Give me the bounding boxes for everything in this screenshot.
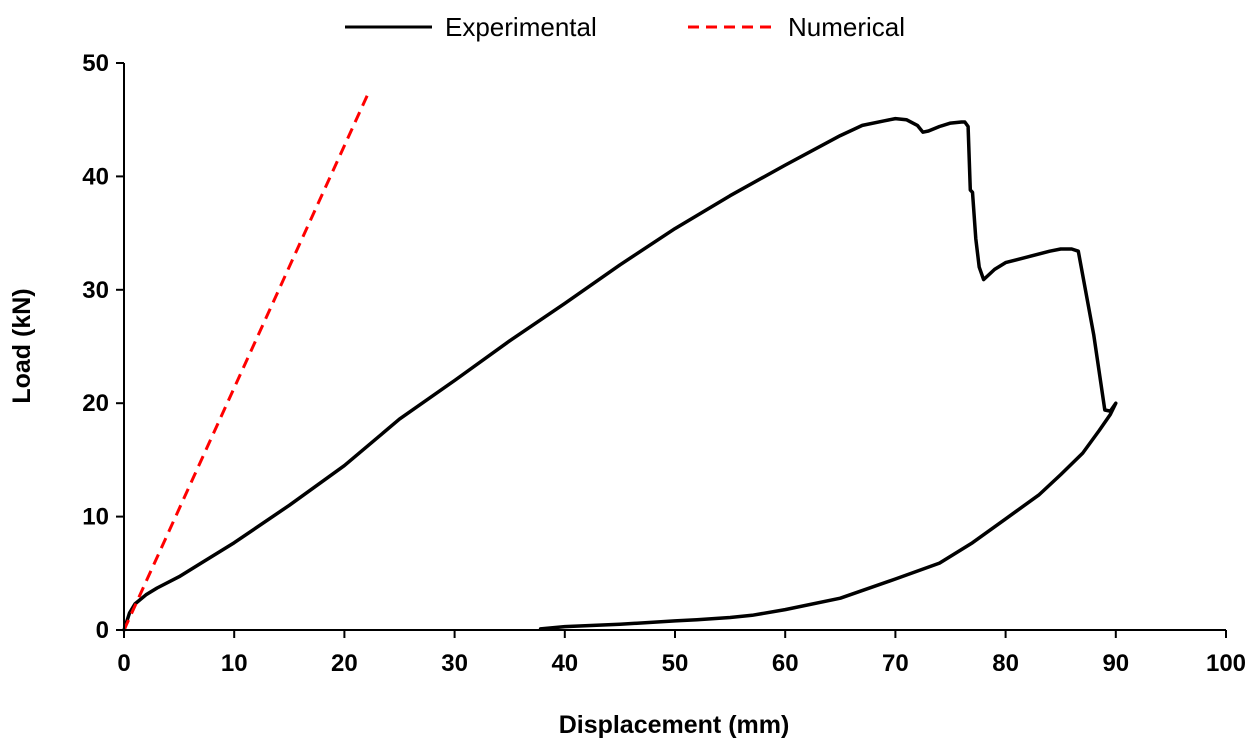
x-tick-label: 90 bbox=[1102, 650, 1129, 677]
x-tick-label: 0 bbox=[117, 650, 130, 677]
x-tick-label: 70 bbox=[882, 650, 909, 677]
x-tick-label: 50 bbox=[662, 650, 689, 677]
y-axis-title: Load (kN) bbox=[8, 288, 36, 403]
x-tick-label: 40 bbox=[551, 650, 578, 677]
axes-layer: 0 10 20 30 40 50 60 70 80 90 100 0 10 20 30 40 50 bbox=[82, 50, 1246, 677]
x-tick-label: 10 bbox=[221, 650, 248, 677]
x-tick-label: 100 bbox=[1206, 650, 1246, 677]
y-tick-label: 20 bbox=[82, 390, 109, 417]
y-tick-label: 0 bbox=[96, 617, 109, 644]
y-tick-label: 40 bbox=[82, 163, 109, 190]
x-tick-label: 80 bbox=[992, 650, 1019, 677]
series-line-experimental bbox=[122, 116, 1118, 632]
legend-label-numerical: Numerical bbox=[788, 12, 905, 42]
y-tick-label: 10 bbox=[82, 504, 109, 531]
legend-label-experimental: Experimental bbox=[445, 12, 597, 42]
legend: Experimental Numerical bbox=[345, 12, 905, 42]
y-tick-label: 30 bbox=[82, 277, 109, 304]
x-tick-label: 60 bbox=[772, 650, 799, 677]
x-tick-label: 30 bbox=[441, 650, 468, 677]
series-line-numerical bbox=[122, 91, 370, 631]
x-tick-label: 20 bbox=[331, 650, 358, 677]
series-layer bbox=[122, 91, 1118, 632]
x-axis-title: Displacement (mm) bbox=[559, 711, 790, 739]
y-tick-label: 50 bbox=[82, 50, 109, 77]
